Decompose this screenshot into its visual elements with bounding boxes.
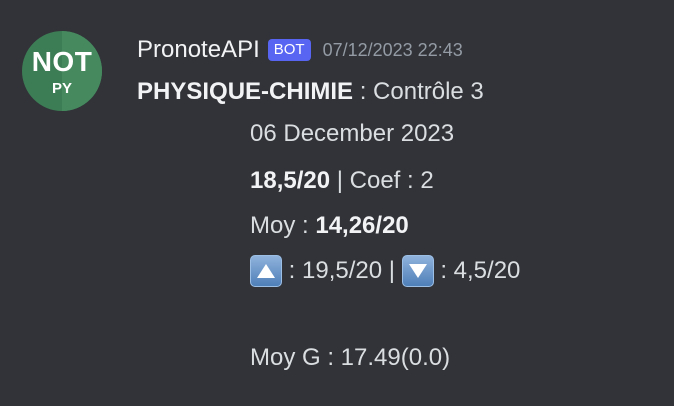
assessment-date: 06 December 2023 (250, 120, 455, 147)
avatar-text-top: NOT (31, 46, 93, 77)
username[interactable]: PronoteAPI (137, 36, 260, 63)
avatar[interactable]: NOT PY (22, 31, 102, 111)
arrow-up-small-icon (250, 255, 282, 287)
timestamp[interactable]: 07/12/2023 22:43 (322, 39, 463, 60)
general-average: Moy G : 17.49(0.0) (250, 344, 451, 371)
subject-line: PHYSIQUE-CHIMIE : Contrôle 3 (137, 78, 484, 106)
min-grade-text: : 4,5/20 (433, 257, 521, 284)
coefficient-text: | Coef : 2 (330, 167, 434, 194)
min-max-line: : 19,5/20 | : 4,5/20 (250, 255, 520, 287)
arrow-down-small-icon (401, 255, 434, 287)
subject-name: PHYSIQUE-CHIMIE (137, 78, 354, 105)
grade-value: 18,5/20 (250, 167, 331, 194)
average-value: 14,26/20 (315, 212, 409, 239)
avatar-text-bottom: PY (51, 80, 72, 97)
avatar-half (62, 31, 102, 111)
class-average-line: Moy : 14,26/20 (250, 212, 409, 240)
bot-badge: BOT (267, 39, 311, 61)
grade-line: 18,5/20 | Coef : 2 (250, 167, 434, 195)
subject-separator: : (353, 78, 374, 105)
max-grade-text: : 19,5/20 | (282, 257, 402, 284)
average-label: Moy : (250, 212, 316, 239)
message-header: PronoteAPI BOT 07/12/2023 22:43 (137, 34, 463, 66)
assessment-title: Contrôle 3 (373, 78, 484, 105)
